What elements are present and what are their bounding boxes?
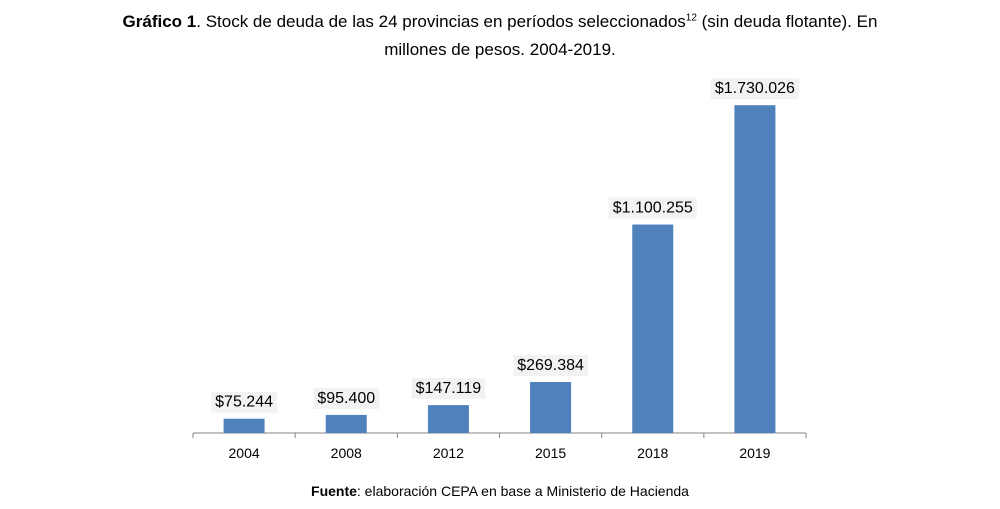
x-tick-label: 2015 [535,445,566,461]
data-label-background [313,387,380,409]
bar [325,414,367,433]
data-label-background [411,378,486,400]
source-note: Fuente: elaboración CEPA en base a Minis… [0,483,1000,499]
x-tick-label: 2019 [739,445,770,461]
bar [427,405,469,433]
data-label-background [608,197,697,219]
data-label: $147.119 [416,380,482,397]
data-label-background [513,354,589,376]
data-label-background [710,78,800,100]
chart-title-footnote: 12 [685,12,697,24]
data-label-background [211,391,278,413]
source-text: : elaboración CEPA en base a Ministerio … [356,483,689,499]
chart-title-label: Gráfico 1 [122,12,197,31]
data-label: $75.244 [215,394,273,411]
chart-title: Gráfico 1. Stock de deuda de las 24 prov… [90,8,910,64]
chart-title-text-after: (sin deuda flotante). En millones de pes… [384,12,878,59]
bar [632,224,674,433]
bar [734,105,776,433]
x-tick-label: 2012 [433,445,464,461]
data-label: $1.730.026 [715,80,795,97]
data-label: $269.384 [517,357,584,374]
bar [530,381,572,433]
x-tick-label: 2008 [331,445,362,461]
data-label: $1.100.255 [613,200,693,217]
x-tick-label: 2004 [229,445,260,461]
source-label: Fuente [311,483,357,499]
bar [223,418,265,433]
chart-title-text: . Stock de deuda de las 24 provincias en… [196,12,686,31]
data-label: $95.400 [317,390,375,407]
x-tick-label: 2018 [637,445,668,461]
